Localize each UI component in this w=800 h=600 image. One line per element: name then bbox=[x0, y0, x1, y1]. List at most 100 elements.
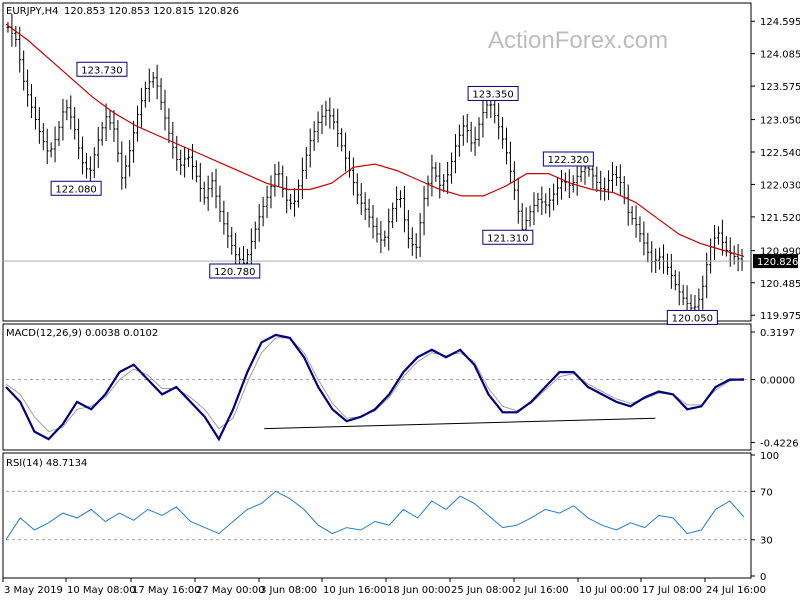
price-bar bbox=[22, 50, 26, 91]
price-bar bbox=[214, 168, 218, 209]
macd-title: MACD(12,26,9) 0.0038 0.0102 bbox=[6, 328, 158, 339]
price-bar bbox=[234, 232, 238, 268]
x-tick-label: 24 Jul 16:00 bbox=[706, 585, 766, 596]
swing-label: 123.350 bbox=[467, 85, 519, 101]
price-bar bbox=[559, 169, 563, 200]
rsi-plot bbox=[5, 490, 751, 541]
x-tick-label: 3 May 2019 bbox=[4, 585, 63, 596]
price-bar bbox=[638, 216, 642, 243]
price-bar bbox=[277, 161, 281, 187]
price-tick-label: 120.990 bbox=[760, 247, 800, 258]
price-bar bbox=[163, 89, 167, 131]
price-bar bbox=[84, 153, 88, 179]
price-bar bbox=[281, 165, 285, 198]
price-bar bbox=[493, 97, 497, 124]
price-bar bbox=[308, 128, 312, 168]
price-bar bbox=[249, 228, 253, 268]
price-bar bbox=[261, 196, 265, 227]
price-bar bbox=[461, 115, 465, 146]
price-bar bbox=[190, 144, 194, 180]
price-bar bbox=[681, 284, 685, 306]
price-bar bbox=[116, 120, 120, 163]
price-bar bbox=[230, 226, 234, 255]
swing-label-text: 123.350 bbox=[472, 89, 513, 100]
swing-label-text: 120.780 bbox=[214, 267, 255, 278]
price-bar bbox=[206, 175, 210, 211]
price-bar bbox=[171, 121, 175, 159]
price-bar bbox=[481, 99, 485, 138]
x-tick-label: 2 Jul 16:00 bbox=[515, 585, 569, 596]
swing-label: 121.310 bbox=[482, 229, 534, 245]
price-bar bbox=[607, 170, 611, 200]
price-bar bbox=[446, 161, 450, 194]
price-bar bbox=[293, 187, 297, 217]
price-bar bbox=[548, 187, 552, 218]
rsi-tick-label: 70 bbox=[760, 487, 773, 498]
price-bar bbox=[575, 163, 579, 196]
price-bar bbox=[724, 236, 728, 257]
price-bar bbox=[198, 162, 202, 202]
price-bar bbox=[556, 177, 560, 205]
swing-label-text: 120.050 bbox=[672, 313, 713, 324]
x-tick-label: 25 Jun 08:00 bbox=[451, 585, 515, 596]
macd-panel-frame bbox=[2, 323, 752, 451]
price-bar bbox=[473, 126, 477, 156]
x-tick-label: 10 May 08:00 bbox=[67, 585, 136, 596]
price-bar bbox=[434, 162, 438, 182]
price-bar bbox=[347, 150, 351, 178]
price-bar bbox=[399, 190, 403, 208]
price-bar bbox=[383, 230, 387, 247]
price-bar bbox=[465, 113, 469, 143]
price-tick-label: 119.975 bbox=[760, 311, 800, 322]
price-bar bbox=[716, 226, 720, 245]
price-tick-label: 124.085 bbox=[760, 50, 800, 61]
price-bar bbox=[316, 111, 320, 143]
price-bar bbox=[579, 166, 583, 182]
price-bar bbox=[544, 193, 548, 214]
price-bar bbox=[552, 183, 556, 211]
price-bar bbox=[222, 200, 226, 235]
price-bar bbox=[528, 205, 532, 227]
macd-signal-line bbox=[5, 337, 745, 433]
price-bar bbox=[49, 142, 53, 158]
price-bar bbox=[289, 193, 293, 210]
price-bar bbox=[33, 96, 37, 130]
price-bar bbox=[618, 164, 622, 196]
price-bar bbox=[673, 269, 677, 291]
price-bar bbox=[442, 174, 446, 193]
current-price-tag: 120.826 bbox=[753, 254, 798, 269]
price-bar bbox=[669, 253, 673, 289]
price-bar bbox=[226, 211, 230, 248]
price-bar bbox=[147, 68, 151, 102]
swing-label: 120.050 bbox=[666, 309, 718, 325]
price-bar bbox=[41, 123, 45, 151]
rsi-tick-label: 30 bbox=[760, 536, 773, 547]
price-bar bbox=[26, 69, 30, 107]
swing-label: 122.320 bbox=[542, 151, 594, 167]
price-bar bbox=[740, 248, 744, 271]
swing-label-text: 123.730 bbox=[81, 65, 122, 76]
price-bar bbox=[265, 185, 269, 219]
price-tick-label: 122.540 bbox=[760, 148, 800, 159]
price-bar bbox=[485, 99, 489, 119]
swing-label: 120.780 bbox=[209, 263, 261, 279]
price-bar bbox=[167, 108, 171, 144]
x-tick-label: 10 Jun 16:00 bbox=[323, 585, 387, 596]
price-bar bbox=[709, 238, 713, 274]
rsi-tick-label: 0 bbox=[760, 572, 766, 583]
moving-average-line bbox=[5, 23, 745, 257]
price-bar bbox=[367, 198, 371, 228]
price-bar bbox=[92, 147, 96, 178]
price-bar bbox=[453, 134, 457, 174]
price-bar bbox=[363, 192, 367, 221]
price-bar bbox=[253, 221, 257, 250]
price-bar bbox=[387, 208, 391, 251]
price-bar bbox=[202, 181, 206, 205]
price-bar bbox=[658, 247, 662, 270]
price-bar bbox=[155, 64, 159, 100]
swing-label: 123.730 bbox=[76, 61, 128, 77]
price-bar bbox=[175, 135, 179, 171]
price-tick-label: 121.520 bbox=[760, 213, 800, 224]
swing-label-text: 121.310 bbox=[487, 233, 528, 244]
price-bar bbox=[10, 13, 14, 47]
